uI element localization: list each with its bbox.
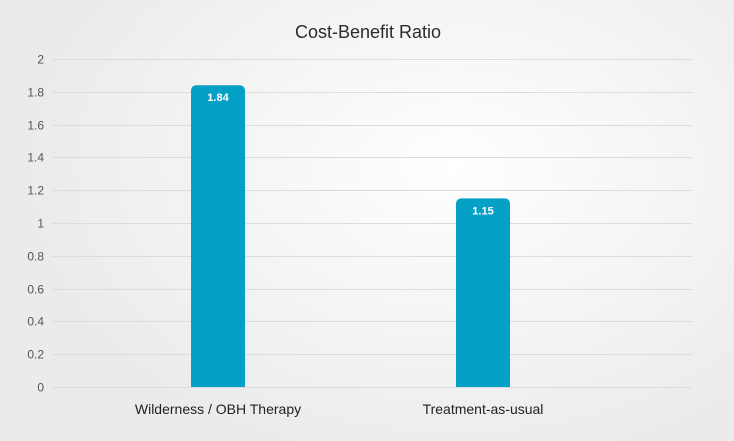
y-tick-label: 0 [37, 381, 44, 395]
bar-treatment-as-usual [456, 198, 510, 387]
y-tick-label: 1.4 [27, 151, 44, 165]
gridlines [52, 59, 692, 388]
y-axis-tick-labels: 0 0.2 0.4 0.6 0.8 1 1.2 1.4 1.6 1.8 2 [27, 53, 44, 395]
y-tick-label: 1.8 [27, 86, 44, 100]
bars [191, 85, 510, 388]
bar-value-labels: 1.84 1.15 [207, 92, 493, 217]
bar-value-label: 1.15 [472, 205, 493, 217]
bar-value-label: 1.84 [207, 92, 229, 104]
y-tick-label: 0.2 [27, 348, 44, 362]
y-tick-label: 0.4 [27, 315, 44, 329]
chart-title: Cost-Benefit Ratio [295, 22, 441, 42]
y-tick-label: 0.8 [27, 250, 44, 264]
x-axis-category-labels: Wilderness / OBH Therapy Treatment-as-usu… [135, 401, 544, 417]
y-tick-label: 1 [37, 217, 44, 231]
y-tick-label: 2 [37, 53, 44, 67]
y-tick-label: 1.2 [27, 184, 44, 198]
y-tick-label: 0.6 [27, 283, 44, 297]
bar-wilderness-obh-therapy [191, 85, 245, 388]
x-category-label: Wilderness / OBH Therapy [135, 401, 301, 417]
y-tick-label: 1.6 [27, 119, 44, 133]
x-category-label: Treatment-as-usual [423, 401, 544, 417]
